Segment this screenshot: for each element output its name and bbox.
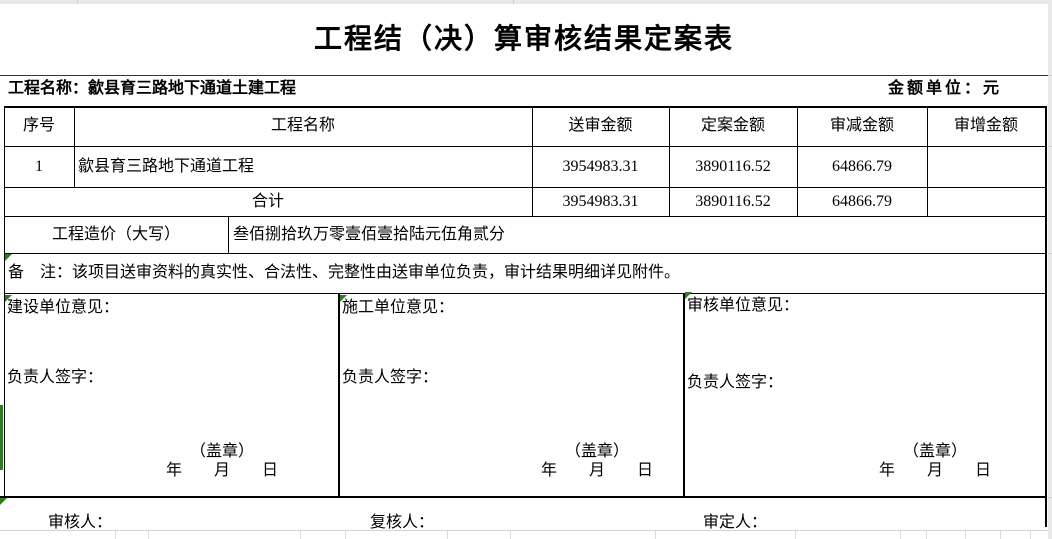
sheet-row-boundary bbox=[0, 530, 1048, 531]
row-finalized-amount[interactable]: 3890116.52 bbox=[695, 158, 771, 175]
stamp-label: （盖章） bbox=[564, 443, 629, 460]
stamp-label: （盖章） bbox=[189, 443, 254, 460]
date-label: 年 月 日 bbox=[540, 462, 653, 479]
audit-unit-sign-label[interactable]: 负责人签字： bbox=[687, 374, 784, 391]
table-border bbox=[4, 187, 1047, 188]
amount-in-words-value[interactable]: 叁佰捌拾玖万零壹佰壹拾陆元伍角贰分 bbox=[233, 226, 506, 243]
table-border bbox=[228, 216, 229, 253]
cell-flag-icon bbox=[340, 295, 347, 302]
header-cell-no[interactable]: 序号 bbox=[22, 117, 55, 134]
opinion-box-divider bbox=[338, 293, 340, 496]
sheet-gridline bbox=[926, 531, 927, 539]
total-submitted-amount[interactable]: 3954983.31 bbox=[562, 193, 639, 210]
construction-unit-stamp-block: （盖章） 年 月 日 bbox=[122, 442, 322, 480]
header-cell-submitted[interactable]: 送审金额 bbox=[568, 117, 633, 134]
row-reduced-amount[interactable]: 64866.79 bbox=[832, 158, 892, 175]
table-border bbox=[1045, 106, 1047, 527]
stamp-label: （盖章） bbox=[902, 443, 967, 460]
table-border bbox=[4, 293, 1047, 294]
sheet-gridline bbox=[77, 0, 78, 4]
sheet-gridline bbox=[1048, 146, 1052, 147]
sheet-gridline bbox=[900, 531, 901, 539]
total-reduced-amount[interactable]: 64866.79 bbox=[832, 193, 892, 210]
table-border bbox=[927, 106, 928, 216]
header-cell-finalized[interactable]: 定案金额 bbox=[700, 117, 765, 134]
construction-unit-opinion-label[interactable]: 建设单位意见： bbox=[7, 299, 120, 316]
date-label: 年 月 日 bbox=[878, 462, 991, 479]
date-label: 年 月 日 bbox=[165, 462, 278, 479]
table-border bbox=[669, 106, 670, 216]
amount-in-words-label[interactable]: 工程造价（大写） bbox=[51, 226, 180, 243]
sheet-gridline bbox=[513, 0, 514, 4]
sheet-gridline bbox=[1048, 75, 1052, 76]
row-no[interactable]: 1 bbox=[35, 158, 43, 175]
audit-unit-stamp-block: （盖章） 年 月 日 bbox=[835, 442, 1035, 480]
cell-flag-icon bbox=[685, 292, 692, 299]
opinion-box-divider bbox=[683, 293, 685, 496]
sheet-gridline bbox=[115, 531, 116, 539]
print-area-marker bbox=[0, 405, 3, 470]
construction-unit-sign-label[interactable]: 负责人签字： bbox=[7, 369, 104, 386]
header-cell-reduced[interactable]: 审减金额 bbox=[829, 117, 894, 134]
contractor-unit-stamp-block: （盖章） 年 月 日 bbox=[497, 442, 697, 480]
sheet-gridline bbox=[795, 531, 796, 539]
table-border bbox=[4, 106, 5, 497]
contractor-unit-opinion-label[interactable]: 施工单位意见： bbox=[342, 299, 455, 316]
sheet-gridline bbox=[1000, 531, 1001, 539]
sheet-gridline bbox=[1048, 253, 1052, 254]
reviewer-label[interactable]: 复核人： bbox=[370, 514, 435, 531]
header-cell-project[interactable]: 工程名称 bbox=[270, 117, 335, 134]
cell-flag-icon bbox=[5, 254, 12, 261]
page-title: 工程结（决）算审核结果定案表 bbox=[313, 24, 734, 55]
sheet-gridline bbox=[148, 531, 149, 539]
table-border bbox=[4, 253, 1047, 254]
auditor-label[interactable]: 审核人： bbox=[48, 514, 113, 531]
table-border bbox=[4, 146, 1047, 147]
project-name-label[interactable]: 工程名称：歙县育三路地下通道土建工程 bbox=[8, 80, 297, 97]
approver-label[interactable]: 审定人： bbox=[703, 514, 768, 531]
header-cell-increased[interactable]: 审增金额 bbox=[953, 117, 1018, 134]
row-project-name[interactable]: 歙县育三路地下通道工程 bbox=[78, 158, 255, 175]
table-border bbox=[532, 106, 533, 216]
note-text[interactable]: 备 注：该项目送审资料的真实性、合法性、完整性由送审单位负责，审计结果明细详见附… bbox=[8, 264, 681, 281]
sheet-top-margin bbox=[0, 0, 1052, 4]
sheet-gridline bbox=[447, 531, 448, 539]
table-border bbox=[4, 106, 1047, 108]
sheet-right-margin bbox=[1048, 0, 1052, 539]
sheet-gridline bbox=[510, 531, 511, 539]
sheet-gridline bbox=[655, 531, 656, 539]
total-label[interactable]: 合计 bbox=[251, 193, 284, 210]
sheet-gridline bbox=[965, 531, 966, 539]
meta-row-top-border bbox=[0, 75, 1048, 76]
audit-unit-opinion-label[interactable]: 审核单位意见： bbox=[687, 297, 800, 314]
sheet-gridline bbox=[1048, 497, 1052, 498]
total-finalized-amount[interactable]: 3890116.52 bbox=[695, 193, 771, 210]
table-border bbox=[4, 216, 1047, 217]
sheet-gridline bbox=[1030, 531, 1031, 539]
table-border bbox=[797, 106, 798, 216]
contractor-unit-sign-label[interactable]: 负责人签字： bbox=[342, 369, 439, 386]
table-border bbox=[74, 106, 75, 187]
row-submitted-amount[interactable]: 3954983.31 bbox=[562, 158, 639, 175]
sheet-gridline bbox=[345, 531, 346, 539]
amount-unit-label[interactable]: 金额单位：元 bbox=[888, 80, 1003, 97]
sheet-gridline bbox=[300, 531, 301, 539]
table-border bbox=[0, 496, 1047, 498]
cell-flag-icon bbox=[0, 498, 7, 505]
cell-flag-icon bbox=[5, 295, 12, 302]
